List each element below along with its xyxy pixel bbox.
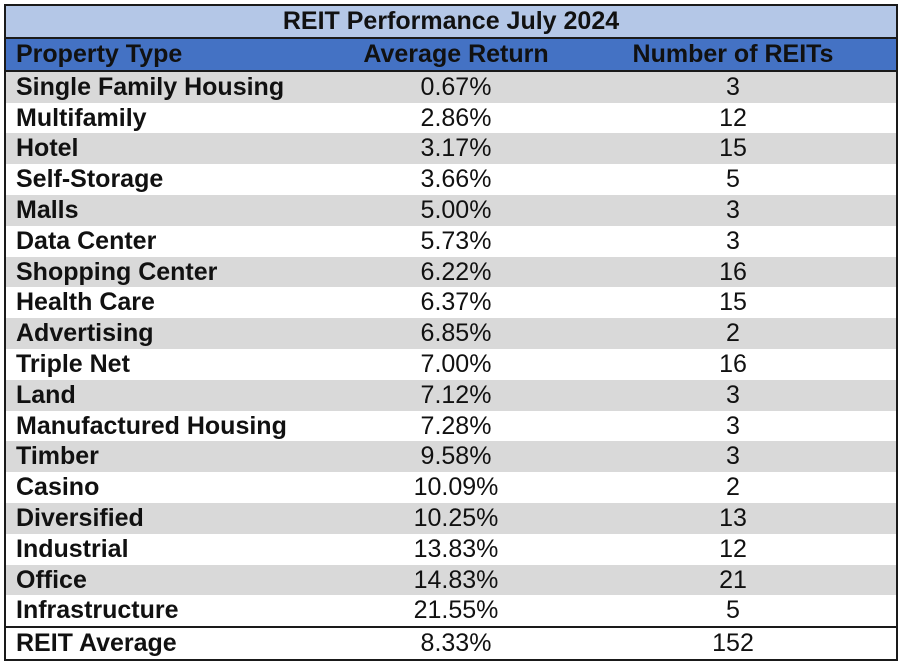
cell-average-return: 7.00% (342, 348, 570, 380)
cell-number-of-reits: 2 (570, 472, 896, 503)
cell-number-of-reits: 13 (570, 502, 896, 534)
cell-average-return: 14.83% (342, 564, 570, 596)
total-number-of-reits: 152 (570, 626, 896, 659)
cell-average-return: 10.09% (342, 472, 570, 503)
cell-average-return: 21.55% (342, 595, 570, 628)
cell-number-of-reits: 16 (570, 348, 896, 380)
cell-number-of-reits: 5 (570, 164, 896, 195)
cell-property-type: Infrastructure (6, 595, 342, 628)
table-row: Multifamily 2.86% 12 (6, 102, 896, 134)
cell-property-type: Office (6, 564, 342, 596)
cell-property-type: Triple Net (6, 348, 342, 380)
table-row: Malls 5.00% 3 (6, 194, 896, 226)
cell-number-of-reits: 3 (570, 441, 896, 473)
cell-number-of-reits: 3 (570, 225, 896, 257)
cell-average-return: 7.28% (342, 410, 570, 442)
cell-property-type: Industrial (6, 533, 342, 565)
cell-property-type: Malls (6, 194, 342, 226)
table-row: Manufactured Housing 7.28% 3 (6, 410, 896, 442)
cell-number-of-reits: 15 (570, 287, 896, 319)
cell-average-return: 6.85% (342, 318, 570, 349)
cell-number-of-reits: 3 (570, 410, 896, 442)
reit-performance-table-frame: REIT Performance July 2024 Property Type… (4, 4, 898, 661)
table-row: Single Family Housing 0.67% 3 (6, 70, 896, 103)
cell-average-return: 5.00% (342, 194, 570, 226)
column-header-average-return: Average Return (342, 38, 570, 72)
table-body: Single Family Housing 0.67% 3 Multifamily 2.… (6, 70, 896, 628)
cell-property-type: Single Family Housing (6, 70, 342, 103)
column-header-property-type: Property Type (6, 38, 342, 72)
cell-average-return: 3.66% (342, 164, 570, 195)
cell-number-of-reits: 3 (570, 70, 896, 103)
cell-average-return: 13.83% (342, 533, 570, 565)
cell-average-return: 7.12% (342, 379, 570, 411)
cell-average-return: 6.22% (342, 256, 570, 288)
total-property-type: REIT Average (6, 626, 342, 659)
reit-performance-table: REIT Performance July 2024 Property Type… (6, 6, 896, 659)
table-title-row: REIT Performance July 2024 (6, 6, 896, 39)
cell-average-return: 9.58% (342, 441, 570, 473)
table-row: Data Center 5.73% 3 (6, 225, 896, 257)
cell-number-of-reits: 16 (570, 256, 896, 288)
cell-average-return: 2.86% (342, 102, 570, 134)
table-row: Triple Net 7.00% 16 (6, 348, 896, 380)
total-average-return: 8.33% (342, 626, 570, 659)
cell-number-of-reits: 12 (570, 102, 896, 134)
cell-property-type: Advertising (6, 318, 342, 349)
cell-property-type: Multifamily (6, 102, 342, 134)
table-row: Hotel 3.17% 15 (6, 133, 896, 165)
cell-number-of-reits: 12 (570, 533, 896, 565)
cell-property-type: Manufactured Housing (6, 410, 342, 442)
cell-average-return: 6.37% (342, 287, 570, 319)
table-row: Timber 9.58% 3 (6, 441, 896, 473)
table-row: Infrastructure 21.55% 5 (6, 595, 896, 628)
table-title: REIT Performance July 2024 (6, 6, 896, 39)
cell-property-type: Hotel (6, 133, 342, 165)
cell-average-return: 5.73% (342, 225, 570, 257)
cell-property-type: Casino (6, 472, 342, 503)
cell-property-type: Shopping Center (6, 256, 342, 288)
table-row: Health Care 6.37% 15 (6, 287, 896, 319)
table-row: Industrial 13.83% 12 (6, 533, 896, 565)
table-row: Land 7.12% 3 (6, 379, 896, 411)
cell-property-type: Diversified (6, 502, 342, 534)
cell-average-return: 10.25% (342, 502, 570, 534)
cell-property-type: Data Center (6, 225, 342, 257)
cell-number-of-reits: 3 (570, 379, 896, 411)
cell-number-of-reits: 15 (570, 133, 896, 165)
cell-number-of-reits: 3 (570, 194, 896, 226)
cell-average-return: 0.67% (342, 70, 570, 103)
table-row: Advertising 6.85% 2 (6, 318, 896, 349)
table-row: Diversified 10.25% 13 (6, 502, 896, 534)
cell-average-return: 3.17% (342, 133, 570, 165)
column-header-number-of-reits: Number of REITs (570, 38, 896, 72)
table-header-row: Property Type Average Return Number of R… (6, 38, 896, 72)
table-row: Shopping Center 6.22% 16 (6, 256, 896, 288)
table-row: Self-Storage 3.66% 5 (6, 164, 896, 195)
cell-property-type: Self-Storage (6, 164, 342, 195)
cell-property-type: Health Care (6, 287, 342, 319)
cell-number-of-reits: 5 (570, 595, 896, 628)
cell-property-type: Timber (6, 441, 342, 473)
table-total-row: REIT Average 8.33% 152 (6, 626, 896, 659)
cell-number-of-reits: 21 (570, 564, 896, 596)
cell-number-of-reits: 2 (570, 318, 896, 349)
table-row: Casino 10.09% 2 (6, 472, 896, 503)
cell-property-type: Land (6, 379, 342, 411)
table-row: Office 14.83% 21 (6, 564, 896, 596)
